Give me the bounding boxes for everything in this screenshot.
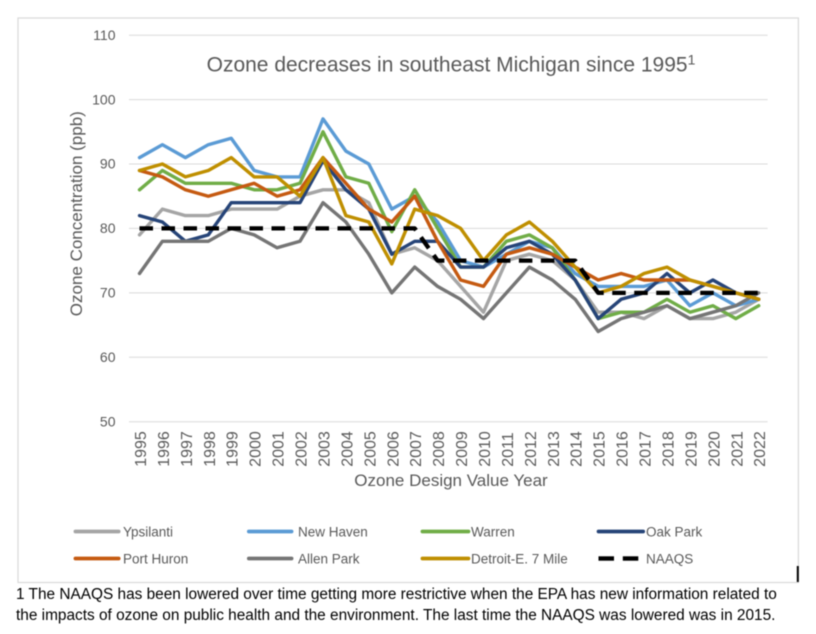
svg-text:2022: 2022: [752, 431, 769, 467]
svg-text:Allen Park: Allen Park: [298, 551, 360, 566]
svg-text:2017: 2017: [638, 431, 655, 467]
svg-text:2008: 2008: [431, 431, 448, 467]
svg-text:100: 100: [92, 91, 116, 107]
svg-text:2011: 2011: [500, 432, 517, 467]
svg-text:1995: 1995: [133, 431, 150, 467]
svg-text:2004: 2004: [339, 431, 356, 467]
svg-text:2001: 2001: [271, 431, 288, 467]
svg-text:2003: 2003: [317, 431, 334, 467]
svg-text:Port Huron: Port Huron: [123, 551, 188, 566]
svg-text:2018: 2018: [661, 431, 678, 467]
svg-text:Ypsilanti: Ypsilanti: [123, 524, 173, 539]
svg-text:Ozone Design Value Year: Ozone Design Value Year: [354, 471, 548, 490]
svg-text:Detroit-E. 7 Mile: Detroit-E. 7 Mile: [471, 551, 568, 566]
svg-text:80: 80: [100, 220, 116, 236]
svg-text:2016: 2016: [615, 431, 632, 467]
svg-text:1 The NAAQS has been lowered o: 1 The NAAQS has been lowered over time g…: [16, 586, 777, 603]
svg-text:1997: 1997: [179, 431, 196, 467]
svg-text:1998: 1998: [202, 431, 219, 467]
svg-text:2019: 2019: [683, 431, 700, 467]
svg-text:90: 90: [100, 156, 116, 172]
svg-text:2020: 2020: [706, 431, 723, 467]
svg-text:2006: 2006: [385, 431, 402, 467]
svg-text:2021: 2021: [729, 431, 746, 467]
svg-text:2012: 2012: [523, 431, 540, 467]
svg-text:50: 50: [100, 413, 116, 429]
svg-text:2000: 2000: [248, 431, 265, 467]
svg-text:1999: 1999: [225, 431, 242, 467]
svg-text:2009: 2009: [454, 431, 471, 467]
svg-text:2010: 2010: [477, 431, 494, 467]
svg-text:1996: 1996: [156, 431, 173, 467]
svg-text:2005: 2005: [362, 431, 379, 467]
svg-text:Oak Park: Oak Park: [646, 524, 703, 539]
svg-text:Ozone decreases in southeast M: Ozone decreases in southeast Michigan si…: [207, 52, 696, 77]
svg-text:110: 110: [93, 27, 116, 43]
svg-text:2002: 2002: [294, 431, 311, 467]
svg-text:2007: 2007: [408, 431, 425, 467]
svg-text:2014: 2014: [569, 431, 586, 467]
svg-text:Warren: Warren: [471, 524, 515, 539]
svg-text:60: 60: [100, 349, 116, 365]
svg-text:2013: 2013: [546, 431, 563, 467]
svg-text:70: 70: [100, 285, 116, 301]
svg-text:New Haven: New Haven: [298, 524, 368, 539]
svg-text:the impacts of ozone on public: the impacts of ozone on public health an…: [16, 607, 775, 624]
svg-text:Ozone Concentration (ppb): Ozone Concentration (ppb): [67, 111, 86, 316]
svg-text:NAAQS: NAAQS: [646, 551, 693, 566]
svg-text:2015: 2015: [592, 431, 609, 467]
